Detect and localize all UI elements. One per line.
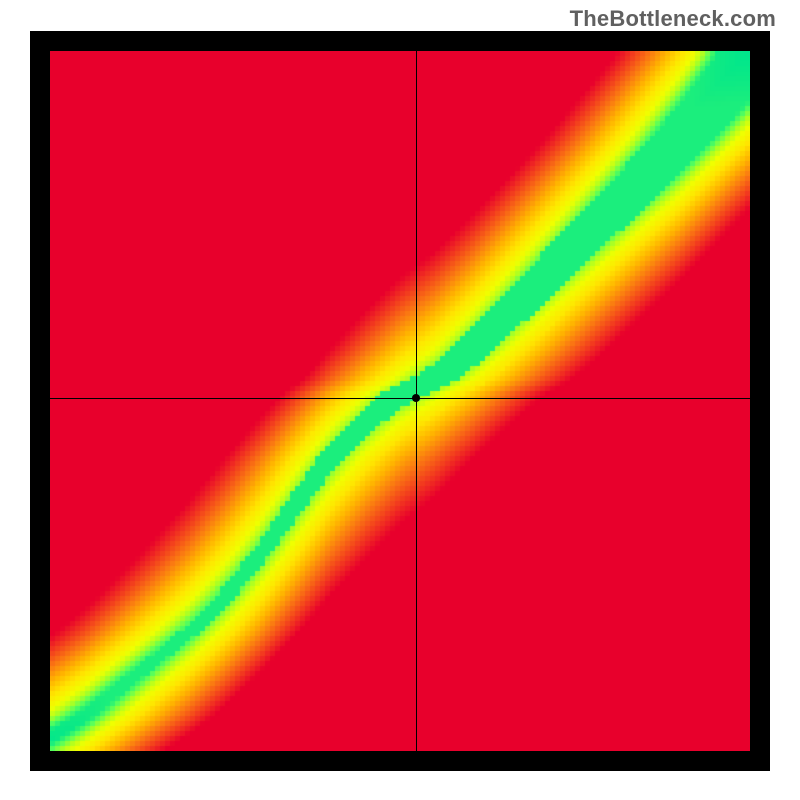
- chart-container: TheBottleneck.com: [0, 0, 800, 800]
- watermark-text: TheBottleneck.com: [570, 6, 776, 32]
- crosshair-marker: [412, 394, 420, 402]
- crosshair-horizontal: [50, 398, 750, 399]
- plot-area: [50, 51, 750, 751]
- heatmap-canvas: [50, 51, 750, 751]
